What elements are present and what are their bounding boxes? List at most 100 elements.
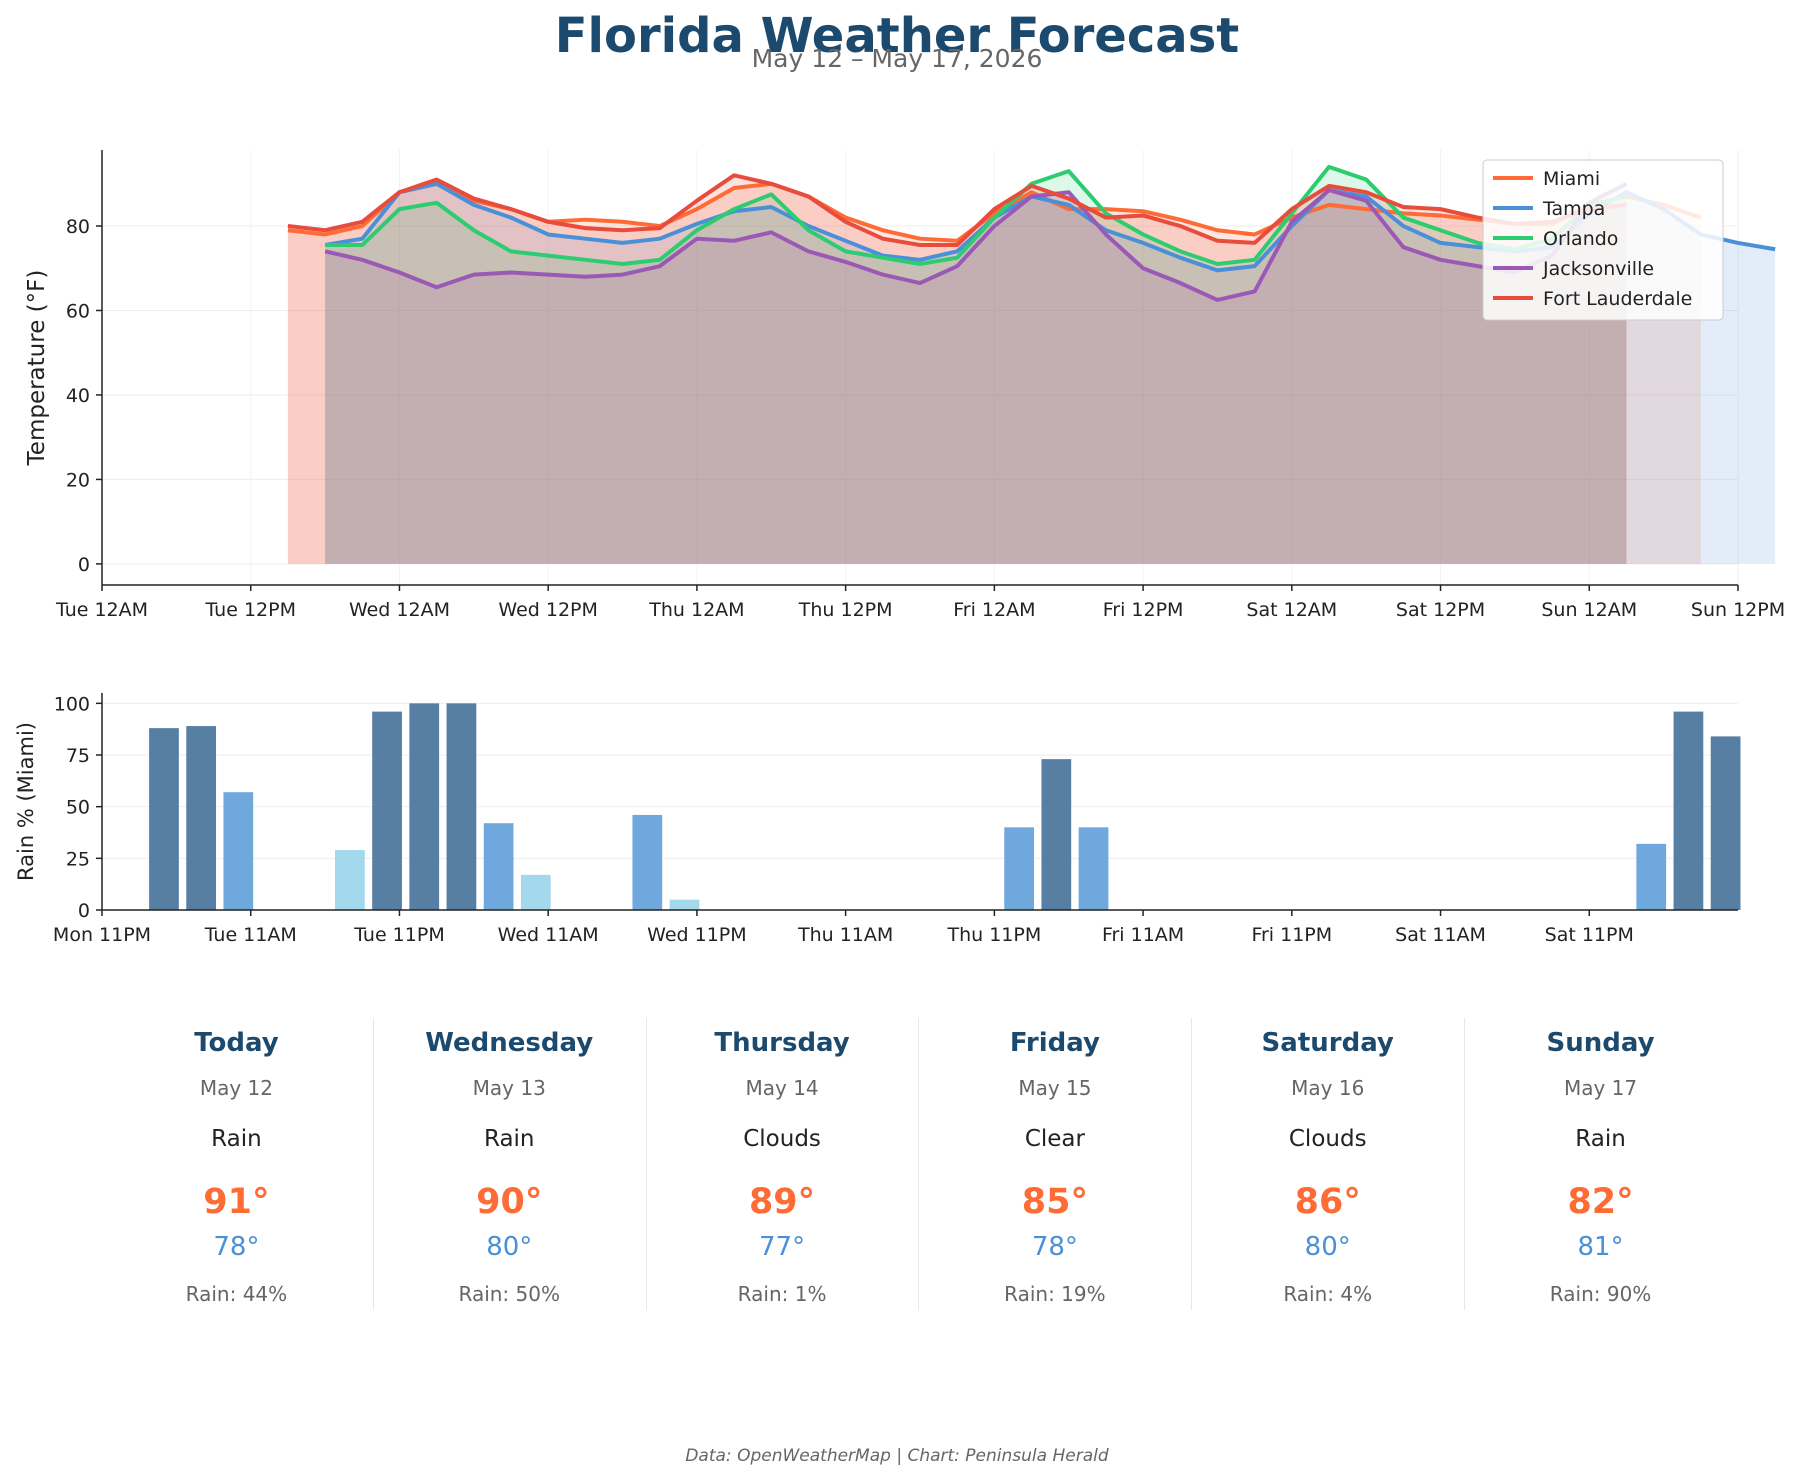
rain-bar: [409, 703, 440, 910]
x-tick-label: Wed 11PM: [647, 924, 747, 946]
forecast-day-card: Friday May 15 Clear 85° 78° Rain: 19%: [918, 1018, 1191, 1310]
forecast-high-temp: 90°: [476, 1182, 543, 1222]
forecast-day-name: Today: [194, 1028, 279, 1058]
forecast-rain-chance: Rain: 50%: [458, 1282, 560, 1306]
forecast-day-card: Today May 12 Rain 91° 78° Rain: 44%: [100, 1018, 373, 1310]
forecast-rain-chance: Rain: 1%: [737, 1282, 827, 1306]
rain-bar: [520, 874, 551, 910]
chart-subtitle: May 12 – May 17, 2026: [751, 44, 1043, 73]
forecast-day-card: Wednesday May 13 Rain 90° 80° Rain: 50%: [372, 1018, 646, 1310]
x-tick-label: Fri 12AM: [953, 599, 1035, 621]
rain-bar: [1673, 711, 1704, 910]
x-tick-label: Sat 12AM: [1246, 599, 1337, 621]
rain-bar: [149, 728, 179, 910]
y-tick-label: 0: [78, 554, 90, 576]
series-area: [325, 183, 1776, 564]
x-tick-label: Wed 12AM: [349, 599, 450, 621]
forecast-low-temp: 77°: [759, 1232, 806, 1262]
forecast-rain-chance: Rain: 44%: [185, 1282, 288, 1306]
rain-bar: [335, 850, 365, 910]
forecast-low-temp: 80°: [486, 1232, 533, 1262]
y-tick-label: 75: [66, 745, 90, 767]
rain-plot: 0 25 50 75 100 Mon 11PM Tue 11AM Tue 11PM Wed 11…: [14, 693, 1741, 946]
chart-title: Florida Weather Forecast: [554, 8, 1240, 64]
y-axis-label: Temperature (°F): [24, 270, 50, 467]
data-source-footer: Data: OpenWeatherMap | Chart: Peninsula …: [685, 1446, 1109, 1466]
forecast-condition: Rain: [483, 1126, 535, 1152]
forecast-panel: Today May 12 Rain 91° 78° Rain: 44% Wedn…: [100, 1018, 1737, 1310]
y-tick-label: 20: [66, 469, 90, 491]
x-tick-label: Fri 11AM: [1102, 924, 1184, 946]
forecast-day-name: Wednesday: [425, 1028, 594, 1058]
rain-bar: [372, 711, 402, 910]
rain-chart: 0 25 50 75 100 Mon 11PM Tue 11AM Tue 11PM Wed 11…: [14, 693, 1741, 946]
x-tick-label: Tue 11PM: [353, 924, 445, 946]
y-tick-label: 60: [66, 300, 90, 322]
x-tick-label: Wed 11AM: [498, 924, 599, 946]
forecast-date: May 12: [199, 1076, 273, 1100]
x-tick-label: Tue 12AM: [55, 599, 148, 621]
forecast-condition: Clouds: [1288, 1126, 1367, 1152]
rain-bar: [669, 899, 700, 910]
x-tick-label: Tue 11AM: [204, 924, 297, 946]
legend-label: Orlando: [1543, 228, 1618, 250]
legend-label: Jacksonville: [1542, 258, 1654, 280]
forecast-day-name: Thursday: [714, 1028, 850, 1058]
forecast-high-temp: 89°: [748, 1182, 816, 1222]
series-area: [325, 166, 1627, 564]
y-axis-label: Rain % (Miami): [14, 722, 38, 881]
series-area: [287, 175, 1627, 564]
forecast-day-name: Saturday: [1261, 1028, 1394, 1058]
series-line: [287, 173, 1627, 248]
temperature-chart: 0 20 40 60 80 Tue 12AM Tue 12PM Wed 12AM Wed 12P…: [24, 150, 1785, 621]
x-tick-label: Mon 11PM: [53, 924, 151, 946]
forecast-low-temp: 81°: [1577, 1232, 1624, 1262]
rain-bar: [186, 726, 217, 910]
legend-label: Fort Lauderdale: [1543, 288, 1692, 310]
y-tick-label: 40: [66, 385, 90, 407]
forecast-day-name: Friday: [1009, 1028, 1100, 1058]
legend: [1482, 159, 1724, 321]
y-tick-label: 80: [66, 216, 90, 238]
forecast-low-temp: 78°: [1031, 1232, 1078, 1262]
forecast-low-temp: 80°: [1304, 1232, 1351, 1262]
forecast-condition: Rain: [211, 1126, 262, 1152]
series-area: [325, 183, 1627, 564]
rain-bar: [446, 703, 477, 910]
y-tick-label: 0: [78, 900, 90, 922]
y-tick-label: 25: [66, 848, 90, 870]
rain-bar: [1004, 827, 1035, 910]
x-tick-label: Sat 12PM: [1396, 599, 1485, 621]
forecast-day-card: Thursday May 14 Clouds 89° 77° Rain: 1%: [645, 1018, 919, 1310]
forecast-date: May 14: [745, 1076, 819, 1100]
forecast-day-name: Sunday: [1546, 1028, 1655, 1058]
series-line: [325, 164, 1627, 267]
x-tick-label: Thu 11AM: [797, 924, 893, 946]
forecast-high-temp: 85°: [1021, 1182, 1088, 1222]
rain-bar: [223, 792, 254, 910]
series-line: [324, 182, 1628, 302]
forecast-day-card: Sunday May 17 Rain 82° 81° Rain: 90%: [1464, 1018, 1737, 1310]
legend-label: Tampa: [1542, 198, 1605, 220]
x-tick-label: Sun 12PM: [1691, 599, 1785, 621]
x-tick-label: Tue 12PM: [204, 599, 296, 621]
forecast-date: May 13: [472, 1076, 546, 1100]
x-tick-label: Wed 12PM: [498, 599, 598, 621]
x-tick-label: Thu 11PM: [946, 924, 1041, 946]
x-tick-label: Thu 12PM: [798, 599, 893, 621]
forecast-rain-chance: Rain: 90%: [1549, 1282, 1652, 1306]
y-tick-label: 100: [54, 693, 90, 715]
forecast-high-temp: 91°: [203, 1182, 270, 1222]
rain-bar: [1041, 759, 1072, 910]
legend-label: Miami: [1543, 168, 1600, 190]
forecast-condition: Clouds: [743, 1126, 821, 1152]
forecast-date: May 15: [1018, 1076, 1092, 1100]
x-tick-label: Fri 12PM: [1103, 599, 1184, 621]
forecast-condition: Clear: [1024, 1126, 1085, 1152]
x-tick-label: Fri 11PM: [1251, 924, 1332, 946]
rain-bar: [1710, 736, 1741, 910]
rain-bar: [483, 823, 514, 910]
forecast-high-temp: 86°: [1294, 1182, 1361, 1222]
y-tick-label: 50: [66, 797, 90, 819]
series-area: [287, 183, 1701, 564]
